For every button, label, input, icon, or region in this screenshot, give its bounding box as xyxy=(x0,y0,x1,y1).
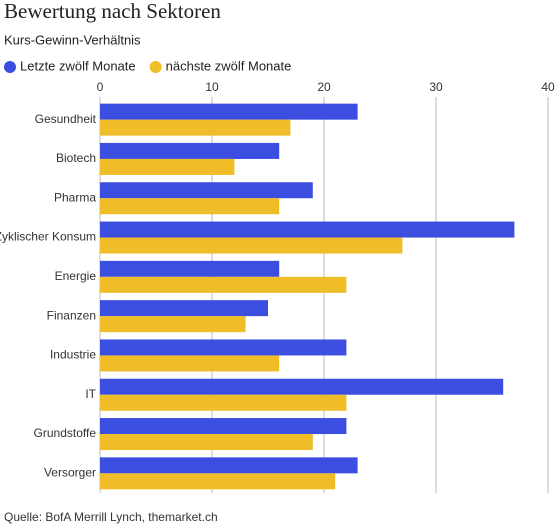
bar xyxy=(100,237,403,254)
bar xyxy=(100,355,280,372)
bar xyxy=(100,103,358,120)
y-tick-label: Pharma xyxy=(54,190,96,204)
y-tick-label: Industrie xyxy=(50,348,96,362)
x-tick-label: 0 xyxy=(97,80,104,94)
y-tick-label: Grundstoffe xyxy=(34,426,97,440)
bar xyxy=(100,457,358,474)
bar xyxy=(100,316,246,333)
source: Quelle: BofA Merrill Lynch, themarket.ch xyxy=(4,510,218,524)
y-tick-label: Versorger xyxy=(44,466,96,480)
x-tick-label: 20 xyxy=(317,80,331,94)
bar xyxy=(100,182,313,199)
x-tick-label: 30 xyxy=(429,80,443,94)
y-tick-label: IT xyxy=(85,387,96,401)
bar xyxy=(100,394,347,411)
legend-swatch xyxy=(149,61,162,73)
bar xyxy=(100,198,280,215)
y-tick-label: Biotech xyxy=(56,151,96,165)
chart-subtitle: Kurs-Gewinn-Verhältnis xyxy=(4,32,141,47)
bar xyxy=(100,276,347,293)
bar xyxy=(100,158,235,175)
legend-swatch xyxy=(4,61,16,73)
bar xyxy=(100,339,347,356)
bar xyxy=(100,418,347,435)
x-tick-label: 10 xyxy=(205,80,219,94)
bar xyxy=(100,142,280,159)
y-tick-label: Energie xyxy=(55,269,97,283)
y-tick-label: Zyklischer Konsum xyxy=(0,230,96,244)
bar xyxy=(100,119,291,136)
bar xyxy=(100,300,268,317)
chart-title: Bewertung nach Sektoren xyxy=(4,0,221,23)
bar xyxy=(100,473,336,490)
legend-label: Letzte zwölf Monate xyxy=(20,58,136,73)
legend-label: nächste zwölf Monate xyxy=(166,58,292,73)
bar xyxy=(100,260,280,277)
x-tick-label: 40 xyxy=(541,80,555,94)
y-tick-label: Finanzen xyxy=(47,308,96,322)
bar xyxy=(100,221,515,238)
y-tick-label: Gesundheit xyxy=(35,112,97,126)
bar xyxy=(100,378,504,395)
bar xyxy=(100,434,313,451)
